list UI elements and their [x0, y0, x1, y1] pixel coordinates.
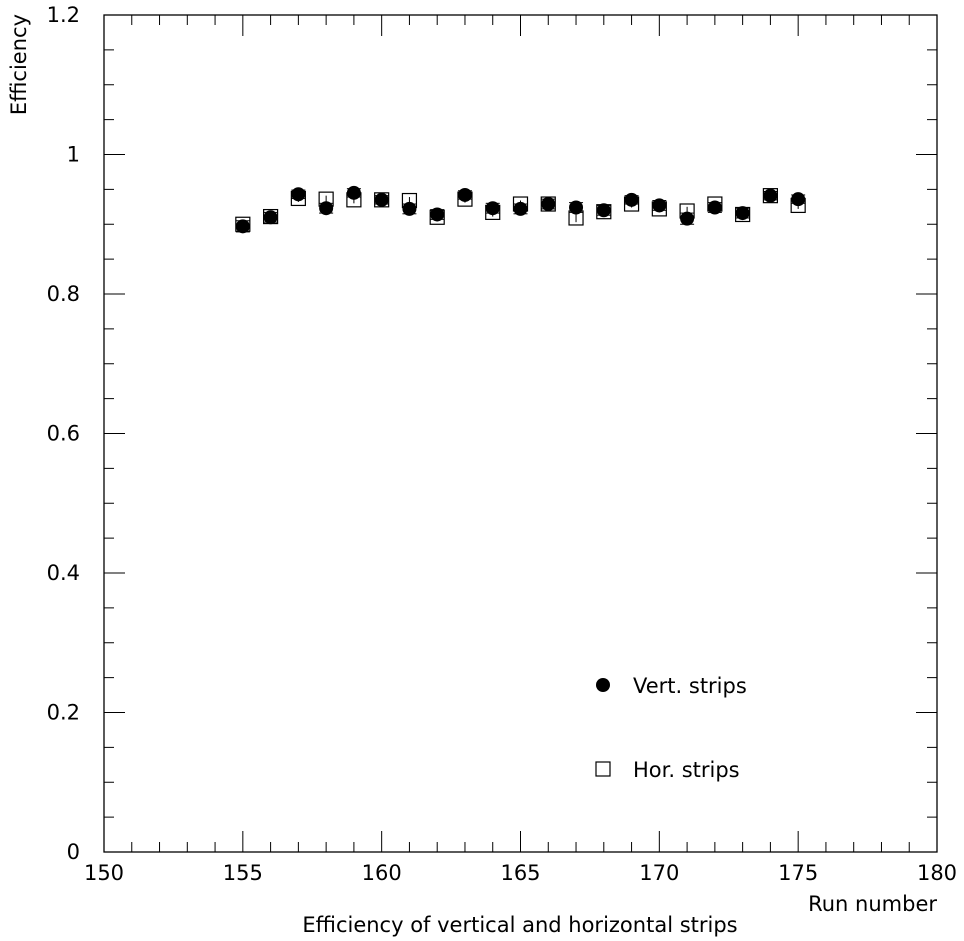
legend-vert-marker — [596, 678, 610, 692]
y-tick-label: 0.2 — [47, 701, 80, 725]
vert-strip-marker — [569, 200, 584, 215]
x-tick-label: 170 — [639, 861, 679, 885]
vert-strip-marker — [291, 187, 306, 202]
x-tick-label: 180 — [917, 861, 957, 885]
x-axis-label: Run number — [808, 892, 937, 916]
vert-strip-marker — [374, 192, 389, 207]
vert-strip-marker — [652, 198, 667, 213]
vert-strip-marker — [402, 201, 417, 216]
axis-tick-labels: 150 155 160 165 170 175 180 0 0.2 0.4 0.6 0.8 1 1.2 — [47, 3, 957, 885]
vert-strip-marker — [430, 207, 445, 222]
vert-strip-marker — [680, 211, 695, 226]
axis-ticks — [103, 14, 938, 853]
y-tick-label: 1 — [67, 143, 80, 167]
legend: Vert. strips Hor. strips — [595, 674, 747, 782]
vert-strip-marker — [485, 201, 500, 216]
vert-strip-marker — [541, 197, 556, 212]
x-tick-label: 150 — [84, 861, 124, 885]
vert-strip-marker — [596, 203, 611, 218]
legend-vert-label: Vert. strips — [633, 674, 747, 698]
legend-hor-marker — [595, 761, 611, 777]
data-markers — [235, 185, 806, 234]
vert-strip-marker — [263, 210, 278, 225]
vert-strip-marker — [457, 187, 472, 202]
vert-strip-marker — [346, 185, 361, 200]
y-tick-label: 0.4 — [47, 561, 80, 585]
y-tick-label: 0.6 — [47, 422, 80, 446]
vert-strip-marker — [763, 188, 778, 203]
vert-strip-marker — [624, 192, 639, 207]
x-tick-label: 165 — [500, 861, 540, 885]
y-tick-label: 0.8 — [47, 282, 80, 306]
x-tick-label: 175 — [778, 861, 818, 885]
y-tick-label: 0 — [67, 840, 80, 864]
vert-strip-marker — [791, 192, 806, 207]
vert-strip-marker — [319, 201, 334, 216]
vert-strip-marker — [735, 206, 750, 221]
x-tick-label: 155 — [223, 861, 263, 885]
x-tick-label: 160 — [362, 861, 402, 885]
y-axis-label: Efficiency — [7, 14, 31, 115]
vert-strip-marker — [235, 219, 250, 234]
y-tick-label: 1.2 — [47, 3, 80, 27]
vert-strip-marker — [513, 201, 528, 216]
legend-hor-label: Hor. strips — [633, 758, 740, 782]
vert-strip-marker — [707, 200, 722, 215]
figure-caption: Efficiency of vertical and horizontal st… — [302, 913, 737, 937]
